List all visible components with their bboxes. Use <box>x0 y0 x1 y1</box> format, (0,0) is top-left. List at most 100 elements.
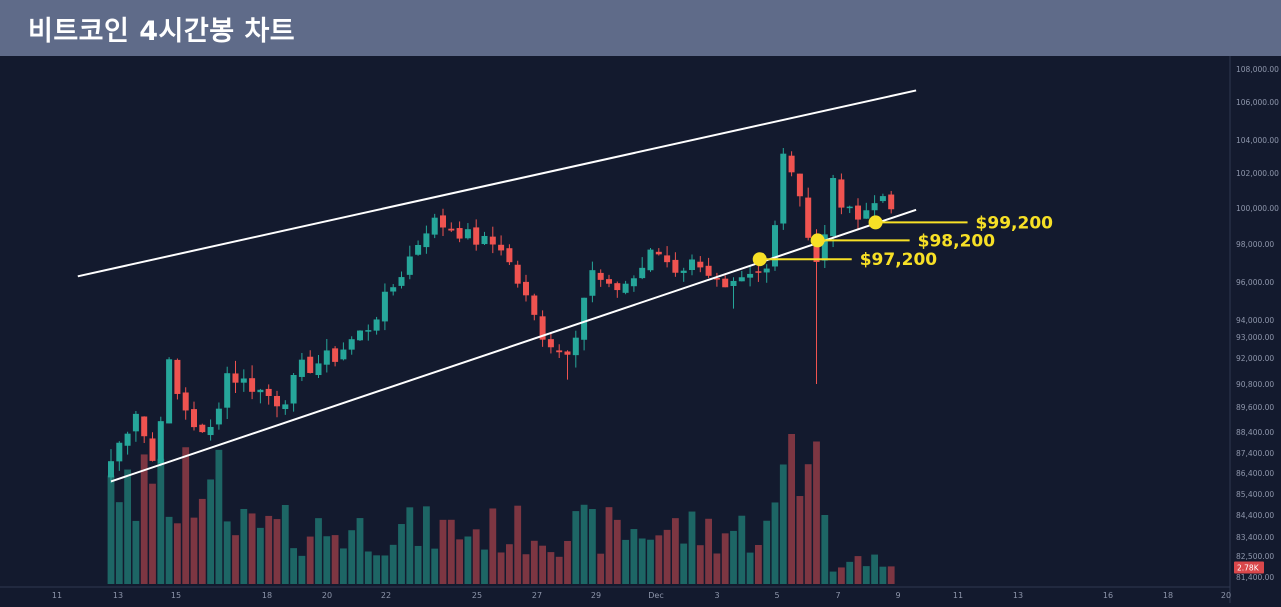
candle-body <box>722 278 729 288</box>
volume-bar <box>306 536 314 584</box>
volume-bar <box>265 515 273 584</box>
candle-body <box>622 283 629 293</box>
volume-bar <box>730 530 737 584</box>
lower-channel-line <box>110 208 917 483</box>
candle-body <box>282 404 289 410</box>
candle-body <box>440 215 446 228</box>
time-axis[interactable]: 11 13 15 18 20 22 25 27 29 Dec 3 5 7 9 11 13 16 18 20 <box>0 586 1231 600</box>
volume-bar <box>813 441 820 584</box>
price-tick-label: 93,000.00 <box>1236 333 1274 342</box>
volume-bar <box>489 508 497 584</box>
volume-bar <box>240 508 248 584</box>
candlestick-chart[interactable]: $99,200$98,200$97,200 108,000.00 106,000.… <box>0 56 1281 603</box>
volume-bar <box>887 566 895 584</box>
candle-body <box>796 173 803 197</box>
candle-body <box>738 277 745 282</box>
candle-body <box>249 378 256 392</box>
candle-body <box>713 278 720 280</box>
time-tick-label: 3 <box>714 591 719 600</box>
time-tick-label: 5 <box>774 591 779 600</box>
candle-body <box>730 280 737 286</box>
candle-body <box>614 283 621 291</box>
candle-body <box>871 203 878 211</box>
volume-bar <box>613 519 621 584</box>
volume-bar <box>514 505 522 584</box>
time-tick-label: 13 <box>113 591 123 600</box>
volume-bar <box>547 552 555 584</box>
volume-bar <box>364 551 372 584</box>
volume-bar <box>713 553 721 584</box>
volume-bar <box>107 475 115 584</box>
volume-bar <box>348 530 356 584</box>
volume-bar <box>746 552 754 584</box>
volume-bar <box>198 498 206 584</box>
candle-body <box>805 197 812 238</box>
upper-channel-line <box>77 89 917 278</box>
volume-bar <box>472 529 480 584</box>
candle-body <box>315 363 322 376</box>
chart-area[interactable]: $99,200 $98,200 $97,200 108,000.00 106,000.… <box>0 56 1281 603</box>
price-tick-label: 98,000.00 <box>1236 240 1274 249</box>
candle-body <box>240 378 247 383</box>
volume-bar <box>149 483 156 584</box>
candle-body <box>398 277 405 286</box>
candle-body <box>199 424 206 433</box>
price-tick-label: 82,500.00 <box>1236 552 1274 561</box>
volume-bar <box>580 504 588 584</box>
candle-body <box>265 388 272 396</box>
trendlines <box>77 89 917 483</box>
volume-bar <box>796 496 804 584</box>
candle-body <box>855 205 861 220</box>
candle-body <box>406 256 413 275</box>
candle-body <box>464 229 471 239</box>
candle-body <box>357 330 363 341</box>
volume-bar <box>522 554 530 584</box>
candle-body <box>373 319 380 331</box>
candle-body <box>224 373 231 408</box>
volume-bar <box>506 544 513 584</box>
volume-bar <box>638 538 646 584</box>
volume-bar <box>315 518 322 584</box>
time-tick-label: 27 <box>532 591 542 600</box>
volume-bar <box>589 509 596 584</box>
volume-bar <box>140 454 148 584</box>
candle-body <box>116 442 123 462</box>
price-axis[interactable]: 108,000.00 106,000.00 104,000.00 102,000.00… <box>1229 56 1279 603</box>
volume-bar <box>530 540 538 584</box>
candle-body <box>431 217 438 235</box>
volume-bar <box>331 535 339 584</box>
candle-body <box>863 210 870 219</box>
candles <box>108 147 895 484</box>
volume-bar <box>597 553 605 584</box>
volume-bar <box>290 548 297 584</box>
candle-body <box>647 249 654 271</box>
volume-bar <box>398 524 405 584</box>
candle-body <box>157 421 164 464</box>
time-tick-label: 20 <box>1221 591 1231 600</box>
volume-bar <box>647 539 654 584</box>
volume-bar <box>207 479 214 584</box>
volume-bar <box>340 548 347 584</box>
candle-body <box>630 278 637 287</box>
candle-body <box>191 409 197 428</box>
candle-body <box>415 245 422 255</box>
candle-body <box>489 236 496 245</box>
candle-body <box>423 233 430 248</box>
price-tick-label: 89,600.00 <box>1236 403 1274 412</box>
volume-bar <box>464 536 472 584</box>
volume-bar <box>779 464 787 584</box>
volume-bar <box>373 555 380 584</box>
candle-body <box>581 297 588 340</box>
candle-body <box>132 413 139 432</box>
candle-body <box>780 153 787 224</box>
page-title: 비트코인 4시간봉 차트 <box>28 16 296 47</box>
volume-bar <box>655 535 663 584</box>
price-tick-label: 92,000.00 <box>1236 354 1274 363</box>
candle-body <box>166 359 173 424</box>
candle-body <box>597 272 604 280</box>
price-tick-label: 108,000.00 <box>1236 65 1279 74</box>
candle-body <box>755 271 762 273</box>
candle-body <box>531 295 538 315</box>
volume-bar <box>190 517 198 584</box>
volume-bar <box>771 502 779 584</box>
